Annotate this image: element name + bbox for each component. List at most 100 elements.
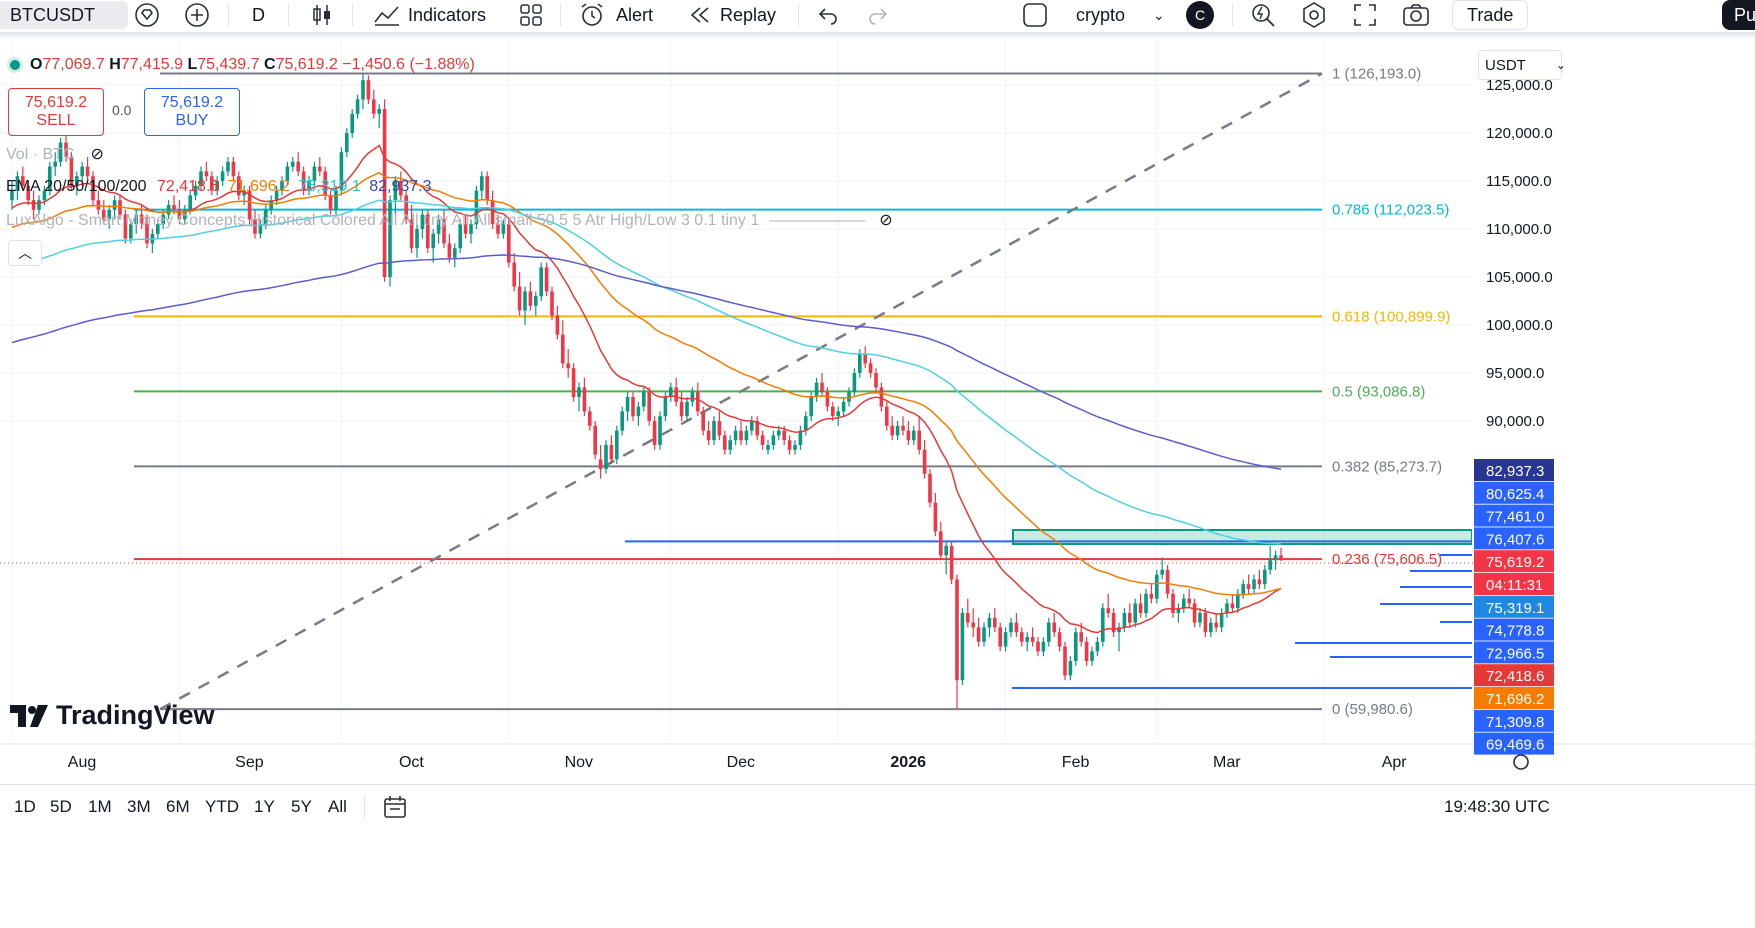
volume-legend[interactable]: Vol · BTC ⊘ — [6, 144, 104, 164]
candle-body — [960, 613, 965, 681]
candle-body — [48, 166, 52, 191]
settings-button[interactable] — [1300, 0, 1328, 30]
candle-body — [615, 430, 619, 460]
alert-button[interactable]: Alert — [578, 0, 653, 30]
range-5y[interactable]: 5Y — [291, 797, 312, 816]
candle-body — [901, 425, 905, 431]
snapshot-button[interactable] — [1402, 0, 1430, 30]
price-badge-label: 72,966.5 — [1486, 645, 1544, 662]
candle-body — [1241, 584, 1245, 594]
candle-body — [350, 113, 354, 133]
range-1y[interactable]: 1Y — [254, 797, 275, 816]
price-badge — [1474, 595, 1554, 618]
candle-body — [420, 214, 425, 229]
dashed-trendline[interactable] — [159, 72, 1323, 711]
price-badge — [1474, 709, 1554, 732]
candle-body — [836, 411, 840, 417]
range-all[interactable]: All — [328, 797, 347, 816]
candle-body — [955, 579, 959, 681]
candle-body — [760, 435, 765, 445]
candle-body — [1101, 608, 1105, 642]
sell-price: 75,619.2 — [24, 94, 88, 111]
close-value: 75,619.2 — [275, 56, 338, 73]
symbol-search-button[interactable]: BTCUSDT — [0, 1, 128, 29]
range-3m[interactable]: 3M — [127, 797, 151, 816]
candle-body — [312, 166, 317, 181]
time-tick-label: Oct — [399, 754, 424, 771]
trade-button[interactable]: Trade — [1452, 0, 1529, 30]
candle-body — [939, 531, 943, 556]
layout-button[interactable] — [1022, 0, 1048, 30]
candle-body — [793, 445, 797, 450]
pro-features-button[interactable] — [134, 0, 160, 30]
buy-price: 75,619.2 — [160, 94, 224, 111]
redo-button[interactable] — [866, 0, 890, 30]
layout-name-button[interactable]: crypto ⌄ — [1076, 0, 1165, 30]
indicators-button[interactable]: Indicators — [372, 0, 486, 30]
candle-body — [1252, 579, 1256, 589]
candle-body — [199, 171, 203, 186]
candle-body — [631, 397, 635, 417]
candle-body — [685, 401, 689, 417]
sell-label: SELL — [36, 112, 76, 129]
candle-body — [377, 109, 381, 114]
candle-body — [426, 214, 430, 249]
templates-button[interactable] — [518, 0, 544, 30]
undo-button[interactable] — [816, 0, 840, 30]
replay-button[interactable]: Replay — [688, 0, 776, 30]
collapse-legend-button[interactable]: ︿ — [8, 240, 42, 266]
candle-body — [242, 190, 246, 196]
price-badge — [1474, 504, 1554, 527]
price-badge — [1474, 641, 1554, 664]
candle-body — [598, 459, 603, 469]
candle-body — [42, 190, 47, 201]
goto-date-button[interactable] — [382, 794, 408, 825]
range-1m[interactable]: 1M — [88, 797, 112, 816]
candle-body — [280, 181, 284, 191]
fullscreen-button[interactable] — [1352, 0, 1378, 30]
candle-body — [750, 421, 754, 431]
sell-button[interactable]: 75,619.2 SELL — [8, 88, 104, 136]
candle-body — [1257, 579, 1262, 585]
ema-legend[interactable]: EMA 20/50/100/200 72,418.6 71,696.2 75,3… — [6, 178, 432, 196]
buy-button[interactable]: 75,619.2 BUY — [144, 88, 240, 136]
candle-body — [771, 435, 776, 445]
range-1d[interactable]: 1D — [14, 797, 36, 816]
range-5d[interactable]: 5D — [50, 797, 72, 816]
interval-button[interactable]: D — [252, 0, 265, 30]
price-tick-label: 110,000.0 — [1486, 221, 1552, 238]
price-badge — [1474, 732, 1554, 755]
candle-body — [480, 176, 484, 191]
layout-avatar[interactable]: C — [1186, 0, 1214, 30]
candle-body — [285, 166, 290, 181]
price-badge-label: 74,778.8 — [1486, 623, 1544, 640]
candle-body — [134, 214, 138, 225]
range-ytd[interactable]: YTD — [205, 797, 239, 816]
eye-off-icon[interactable]: ⊘ — [90, 146, 104, 163]
candle-body — [1155, 574, 1159, 599]
price-tick-label: 105,000.0 — [1486, 269, 1553, 286]
range-6m[interactable]: 6M — [166, 797, 190, 816]
quick-search-button[interactable] — [1250, 0, 1276, 30]
candle-body — [1198, 613, 1202, 623]
currency-select[interactable]: USDT ⌄ — [1478, 50, 1566, 80]
candle-body — [987, 617, 992, 628]
candle-body — [474, 190, 479, 225]
time-axis[interactable]: Aug Sep Oct Nov Dec 2026 Feb Mar Apr — [0, 743, 1755, 771]
eye-off-icon[interactable]: ⊘ — [879, 212, 893, 229]
candle-body — [102, 209, 106, 220]
camera-icon — [1403, 4, 1429, 26]
luxalgo-legend[interactable]: LuxAlgo - Smart Money Concepts Historica… — [6, 210, 893, 230]
candle-body — [269, 200, 273, 210]
fib-retracement[interactable]: 1 (126,193.0) 0.786 (112,023.5) 0.618 (100… — [134, 66, 1450, 719]
chart-type-button[interactable] — [310, 0, 334, 30]
add-symbol-button[interactable] — [184, 0, 210, 30]
price-chart[interactable]: 1 (126,193.0) 0.786 (112,023.5) 0.618 (100… — [0, 38, 1755, 784]
candle-body — [890, 425, 894, 436]
candle-body — [1122, 613, 1127, 628]
candle-body — [593, 425, 597, 455]
price-badges: 82,937.3 80,625.4 77,461.0 76,407.6 75,619.2… — [0, 459, 1554, 755]
price-badge-label: 04:11:31 — [1486, 577, 1543, 594]
publish-button[interactable]: Pu — [1722, 0, 1755, 30]
clock-time[interactable]: 19:48:30 UTC — [1444, 797, 1550, 816]
